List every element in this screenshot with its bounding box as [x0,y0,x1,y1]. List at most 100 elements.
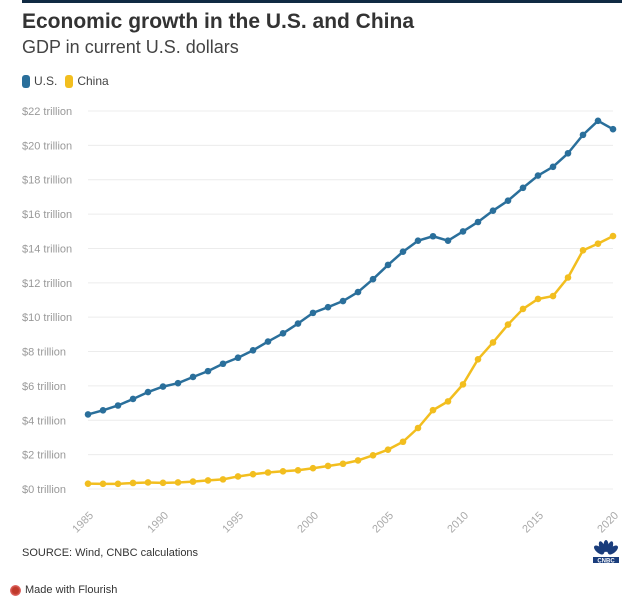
data-point [459,228,467,235]
data-point [414,424,422,432]
data-point [234,473,242,480]
x-tick-label: 1990 [145,510,171,536]
cnbc-logo: CNBC [593,540,619,564]
source-note: SOURCE: Wind, CNBC calculations [22,547,199,559]
data-point [129,479,137,487]
legend-item-china[interactable]: China [65,74,109,88]
x-tick-label: 2010 [445,510,471,536]
data-point [129,395,137,403]
data-point [174,379,182,387]
data-point [324,303,332,311]
data-point [579,131,587,139]
y-tick-label: $18 trillion [22,175,72,187]
data-point [384,446,392,453]
data-point [354,457,362,464]
data-point [474,218,482,226]
chart-title: Economic growth in the U.S. and China [22,10,415,33]
data-point [174,479,182,486]
legend-swatch [65,74,74,88]
data-point [324,462,332,470]
data-point [294,320,302,327]
x-tick-label: 2005 [370,510,396,536]
legend-label: China [77,74,109,88]
data-point [264,469,272,476]
data-point [204,367,212,375]
top-bar [22,0,622,3]
x-tick-label: 2015 [520,510,546,536]
data-point [159,479,167,487]
y-tick-label: $6 trillion [22,381,66,393]
data-point [504,321,512,328]
data-point [549,292,557,300]
data-point [309,309,317,317]
data-point [339,297,347,305]
data-point [414,237,422,245]
chart-subtitle: GDP in current U.S. dollars [22,37,239,57]
flourish-label: Made with Flourish [25,584,118,596]
data-point [219,476,227,483]
data-point [84,411,92,418]
y-tick-label: $16 trillion [22,209,72,221]
data-point [489,339,497,346]
data-point [369,275,377,283]
data-point [489,207,497,214]
data-point [144,479,152,486]
y-tick-label: $12 trillion [22,278,72,290]
data-point [384,261,392,269]
data-point [219,360,227,368]
data-point [114,480,122,488]
y-tick-label: $4 trillion [22,415,66,427]
data-point [369,452,377,459]
data-point [459,381,467,388]
data-point [249,470,257,478]
data-point [549,163,557,171]
data-point [144,388,152,396]
data-point [594,117,602,125]
data-point [204,477,212,484]
data-point [84,480,92,487]
y-tick-label: $8 trillion [22,347,66,359]
x-tick-label: 1985 [70,510,96,536]
data-point [99,407,107,414]
line-chart: $0 trillion $2 trillion $4 trillion $6 tril… [22,106,621,536]
data-point [399,248,407,256]
data-point [354,288,362,296]
x-tick-label: 2000 [295,510,321,536]
legend-item-us[interactable]: U.S. [22,74,57,88]
legend-swatch [22,74,30,88]
flourish-icon [10,584,21,596]
series-line-us [87,119,614,416]
data-point [234,354,242,362]
data-point [609,125,617,133]
data-point [279,468,287,475]
made-with-flourish-link[interactable]: Made with Flourish [10,584,117,596]
y-tick-label: $0 trillion [22,484,66,496]
data-point [534,295,542,303]
data-point [519,184,527,192]
y-tick-label: $20 trillion [22,140,72,152]
data-point [114,402,122,409]
x-tick-label: 2020 [595,510,621,536]
data-point [609,232,617,240]
data-point [504,197,512,204]
data-point [399,438,407,446]
data-point [339,460,347,468]
data-point [444,237,452,245]
data-point [279,330,287,337]
y-tick-label: $14 trillion [22,243,72,255]
data-point [564,274,572,281]
data-point [249,347,257,354]
data-point [594,240,602,247]
y-tick-label: $10 trillion [22,312,72,324]
data-point [429,406,437,414]
data-point [309,464,317,472]
svg-text:CNBC: CNBC [597,558,615,564]
y-tick-label: $2 trillion [22,450,66,462]
data-point [579,247,587,254]
data-point [444,398,452,405]
data-point [429,232,437,240]
x-tick-label: 1995 [220,510,246,536]
series-line-china [87,234,614,486]
y-tick-label: $22 trillion [22,106,72,118]
data-point [534,172,542,179]
